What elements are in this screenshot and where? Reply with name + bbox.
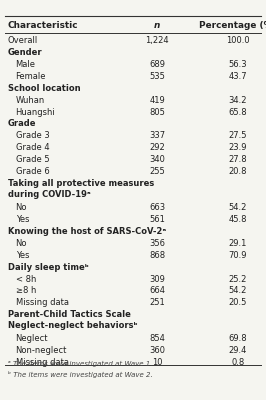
Text: Yes: Yes	[15, 251, 29, 260]
Text: Percentage (%): Percentage (%)	[199, 22, 266, 30]
Text: No: No	[15, 203, 27, 212]
Text: n: n	[154, 22, 160, 30]
Text: 20.5: 20.5	[228, 298, 247, 308]
Text: 10: 10	[152, 358, 163, 367]
Text: 69.8: 69.8	[228, 334, 247, 343]
Text: Huangshi: Huangshi	[15, 108, 55, 116]
Text: 25.2: 25.2	[228, 274, 247, 284]
Text: Male: Male	[15, 60, 36, 69]
Text: Grade 4: Grade 4	[15, 143, 49, 152]
Text: Characteristic: Characteristic	[8, 22, 78, 30]
Text: Female: Female	[15, 72, 46, 81]
Text: Grade 5: Grade 5	[15, 155, 49, 164]
Text: Non-neglect: Non-neglect	[15, 346, 67, 355]
Text: < 8h: < 8h	[15, 274, 36, 284]
Text: 337: 337	[149, 131, 165, 140]
Text: Daily sleep timeᵇ: Daily sleep timeᵇ	[8, 263, 89, 272]
Text: ᵇ The items were investigated at Wave 2.: ᵇ The items were investigated at Wave 2.	[8, 371, 153, 378]
Text: 45.8: 45.8	[228, 215, 247, 224]
Text: No: No	[15, 239, 27, 248]
Text: 868: 868	[149, 251, 165, 260]
Text: Missing data: Missing data	[15, 358, 69, 367]
Text: 65.8: 65.8	[228, 108, 247, 116]
Text: 561: 561	[149, 215, 165, 224]
Text: 34.2: 34.2	[228, 96, 247, 104]
Text: 689: 689	[149, 60, 165, 69]
Text: Neglect: Neglect	[15, 334, 48, 343]
Text: 29.1: 29.1	[228, 239, 247, 248]
Text: 100.0: 100.0	[226, 36, 250, 45]
Text: 54.2: 54.2	[228, 286, 247, 296]
Text: 251: 251	[149, 298, 165, 308]
Text: Missing data: Missing data	[15, 298, 69, 308]
Text: Grade 3: Grade 3	[15, 131, 49, 140]
Text: School location: School location	[8, 84, 81, 93]
Text: 0.8: 0.8	[231, 358, 244, 367]
Text: 1,224: 1,224	[146, 36, 169, 45]
Text: Taking all protective measures
during COVID-19ᵃ: Taking all protective measures during CO…	[8, 179, 154, 199]
Text: ≥8 h: ≥8 h	[15, 286, 36, 296]
Text: 356: 356	[149, 239, 165, 248]
Text: 29.4: 29.4	[228, 346, 247, 355]
Text: Gender: Gender	[8, 48, 43, 57]
Text: 70.9: 70.9	[228, 251, 247, 260]
Text: 805: 805	[149, 108, 165, 116]
Text: 664: 664	[149, 286, 165, 296]
Text: 663: 663	[149, 203, 165, 212]
Text: 27.8: 27.8	[228, 155, 247, 164]
Text: Knowing the host of SARS-CoV-2ᵃ: Knowing the host of SARS-CoV-2ᵃ	[8, 227, 166, 236]
Text: 360: 360	[149, 346, 165, 355]
Text: Overall: Overall	[8, 36, 38, 45]
Text: 419: 419	[149, 96, 165, 104]
Text: 20.8: 20.8	[228, 167, 247, 176]
Text: 56.3: 56.3	[228, 60, 247, 69]
Text: 854: 854	[149, 334, 165, 343]
Text: Grade 6: Grade 6	[15, 167, 49, 176]
Text: 292: 292	[149, 143, 165, 152]
Text: Parent-Child Tactics Scale
Neglect-neglect behaviorsᵇ: Parent-Child Tactics Scale Neglect-negle…	[8, 310, 137, 330]
Text: 309: 309	[149, 274, 165, 284]
Text: 23.9: 23.9	[228, 143, 247, 152]
Text: ᵃ The items were investigated at Wave 1.: ᵃ The items were investigated at Wave 1.	[8, 361, 152, 367]
Text: Yes: Yes	[15, 215, 29, 224]
Text: 43.7: 43.7	[228, 72, 247, 81]
Text: 535: 535	[149, 72, 165, 81]
Text: 54.2: 54.2	[228, 203, 247, 212]
Text: 255: 255	[149, 167, 165, 176]
Text: Grade: Grade	[8, 120, 36, 128]
Text: 340: 340	[149, 155, 165, 164]
Text: 27.5: 27.5	[228, 131, 247, 140]
Text: Wuhan: Wuhan	[15, 96, 45, 104]
